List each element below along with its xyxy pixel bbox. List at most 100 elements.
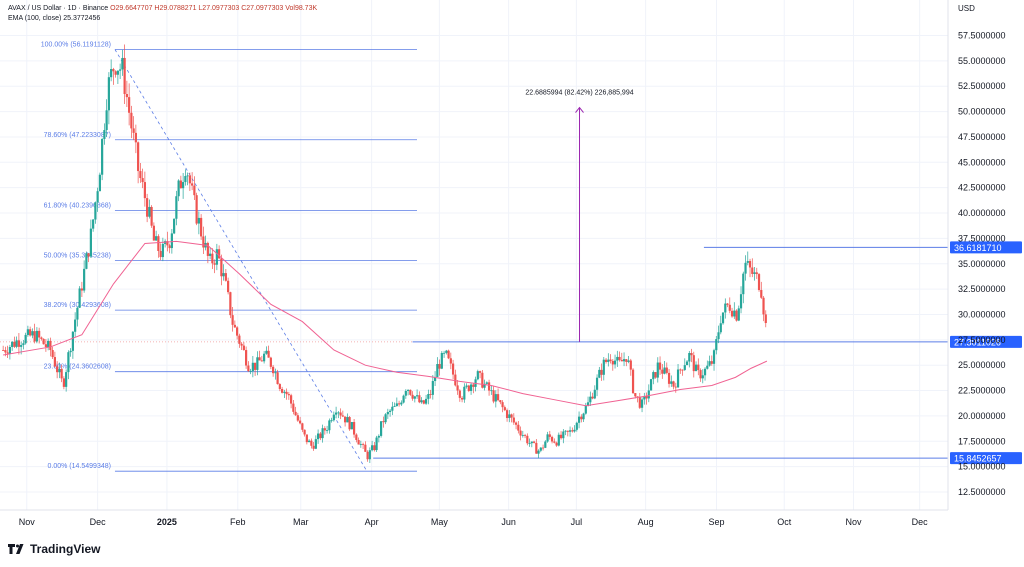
candle-body-275 <box>620 359 623 362</box>
candle-body-127 <box>287 394 290 396</box>
candle-body-242 <box>546 434 549 442</box>
candle-body-272 <box>613 360 617 365</box>
candle-body-217 <box>490 390 493 392</box>
candle-body-300 <box>676 369 680 388</box>
candle-body-324 <box>730 310 734 317</box>
candle-body-58 <box>132 128 135 133</box>
candle-body-136 <box>308 440 311 443</box>
x-tick-label-12: Nov <box>846 517 863 527</box>
candle-body-260 <box>586 402 590 406</box>
candle-body-338 <box>762 297 765 315</box>
candle-body-261 <box>589 396 592 403</box>
candle-body-122 <box>276 372 279 385</box>
candle-body-191 <box>431 381 434 395</box>
candle-body-198 <box>447 350 450 359</box>
candle-body-202 <box>456 385 459 391</box>
candle-body-276 <box>622 359 626 362</box>
candle-body-220 <box>496 394 500 401</box>
candle-body-59 <box>134 132 137 143</box>
candle-body-163 <box>368 450 371 460</box>
candle-body-190 <box>429 394 432 395</box>
candle-body-297 <box>670 381 673 384</box>
candle-body-329 <box>742 273 745 295</box>
fib-level-label-2: 61.80% (40.2396868) <box>44 203 111 210</box>
candle-body-194 <box>438 364 441 369</box>
price-label-bg-2 <box>950 452 1022 465</box>
candle-body-67 <box>152 225 155 241</box>
candle-body-39 <box>89 228 92 257</box>
candle-body-114 <box>258 357 261 361</box>
candle-body-142 <box>321 428 324 439</box>
price-range-measure[interactable]: 22.6885994 (82.42%) 226,885,994 <box>525 90 634 342</box>
tradingview-logo: TradingView <box>8 542 100 556</box>
candle-body-229 <box>517 424 520 431</box>
candle-body-1 <box>4 350 7 353</box>
candle-body-233 <box>526 435 529 444</box>
candle-body-334 <box>753 272 756 274</box>
candle-body-105 <box>238 335 241 344</box>
candle-body-129 <box>292 403 295 412</box>
x-tick-label-3: Feb <box>230 517 246 527</box>
candle-body-21 <box>49 340 52 351</box>
candle-body-285 <box>643 396 646 400</box>
candle-body-130 <box>294 411 297 416</box>
candle-body-74 <box>168 245 171 249</box>
candle-body-135 <box>305 434 308 443</box>
candle-body-311 <box>701 375 704 379</box>
y-tick-label-14: 22.5000000 <box>958 386 1006 396</box>
price-label-bg-0 <box>950 241 1022 254</box>
candle-body-120 <box>272 366 275 374</box>
candle-body-225 <box>508 414 511 419</box>
candle-body-139 <box>314 439 317 449</box>
candle-body-119 <box>269 357 272 367</box>
candle-body-176 <box>397 403 401 405</box>
candle-body-116 <box>263 353 266 362</box>
candle-body-323 <box>728 304 731 311</box>
candle-body-200 <box>451 363 455 375</box>
candle-body-203 <box>458 390 461 398</box>
candle-body-280 <box>631 369 635 394</box>
candle-body-256 <box>577 416 581 423</box>
candle-body-93 <box>211 253 214 264</box>
y-tick-label-9: 35.0000000 <box>958 259 1006 269</box>
candle-body-178 <box>402 395 405 403</box>
x-tick-label-6: May <box>431 517 449 527</box>
candle-body-98 <box>222 273 225 277</box>
candle-body-315 <box>710 361 713 364</box>
fibonacci-retracement[interactable]: 100.00% (56.1191128) 78.60% (47.2233087) 6… <box>41 41 417 472</box>
candle-body-270 <box>609 359 612 361</box>
candle-body-316 <box>712 350 716 364</box>
horizontal-lines[interactable]: 36.6181710 27.3011026 15.8452657 <box>0 241 1022 465</box>
fib-level-label-1: 78.60% (47.2233087) <box>44 132 111 139</box>
candle-body-284 <box>640 399 644 408</box>
candle-body-86 <box>195 195 198 224</box>
time-axis[interactable]: Nov Dec 2025 Feb Mar Apr May Jun Jul Aug Sep Oct Nov… <box>0 509 948 527</box>
candle-body-132 <box>299 420 302 424</box>
candle-body-295 <box>665 367 668 373</box>
candle-body-115 <box>260 360 263 362</box>
candle-body-252 <box>568 430 572 432</box>
candle-body-314 <box>708 361 711 366</box>
candle-body-310 <box>699 370 702 379</box>
y-tick-label-10: 32.5000000 <box>958 284 1006 294</box>
candle-body-66 <box>150 206 153 226</box>
price-axis[interactable]: 57.5000000 55.0000000 52.5000000 50.0000000… <box>947 0 1006 510</box>
candle-body-8 <box>20 345 23 347</box>
candle-body-332 <box>748 261 752 268</box>
candle-body-183 <box>413 396 416 399</box>
candle-body-40 <box>92 219 95 229</box>
candle-body-205 <box>463 386 466 400</box>
candle-body-55 <box>125 94 128 98</box>
candle-body-318 <box>717 332 720 340</box>
candle-body-294 <box>663 367 666 374</box>
candle-body-189 <box>427 394 430 399</box>
candle-body-337 <box>760 290 763 298</box>
candle-body-253 <box>571 430 574 432</box>
x-tick-label-10: Sep <box>709 517 725 527</box>
candle-body-95 <box>215 249 218 265</box>
candle-body-306 <box>690 352 693 356</box>
candle-body-230 <box>519 430 522 436</box>
candle-body-262 <box>591 396 594 399</box>
x-tick-label-2: 2025 <box>157 517 177 527</box>
